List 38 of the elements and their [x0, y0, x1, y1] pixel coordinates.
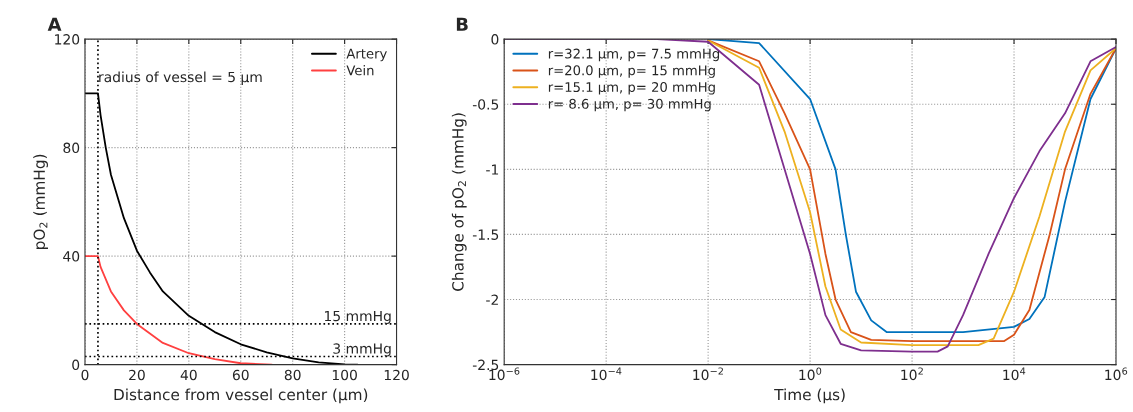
ref-line-label: radius of vessel = 5 μm	[99, 71, 262, 85]
x-tick-label: 10$^{2}$	[901, 367, 923, 381]
x-tick-label: 10$^{−4}$	[591, 367, 622, 381]
x-tick-label: 80	[284, 369, 301, 381]
chart-title: B	[456, 17, 468, 31]
y-tick-label: -1.5	[472, 229, 499, 240]
x-tick-label: 10$^{6}$	[1105, 367, 1128, 381]
legend-label: r=32.1 μm, p= 7.5 mmHg	[548, 48, 720, 62]
legend-label: Vein	[346, 65, 374, 76]
y-tick-label: -2.5	[472, 359, 499, 371]
x-tick-label: 10$^{0}$	[799, 367, 822, 381]
y-tick-label: 40	[63, 251, 80, 262]
x-tick-label: 40	[180, 369, 197, 381]
x-tick-label: 60	[232, 369, 249, 381]
x-tick-label: 0	[81, 369, 89, 381]
legend-label: r=15.1 μm, p= 20 mmHg	[548, 82, 715, 95]
y-tick-label: 80	[63, 142, 80, 154]
y-tick-label: -0.5	[472, 99, 499, 110]
x-tick-label: 120	[384, 369, 409, 381]
x-tick-label: 10$^{−2}$	[693, 367, 723, 381]
x-axis-title: Time (μs)	[774, 388, 845, 404]
chart-title: A	[47, 17, 62, 31]
y-tick-label: 0	[72, 359, 80, 371]
y-axis-title: Change of pO$_{2}$ (mmHg)	[451, 113, 467, 291]
x-tick-label: 20	[129, 369, 145, 381]
y-tick-label: -1	[486, 164, 499, 175]
legend-label: r= 8.6 μm, p= 30 mmHg	[548, 98, 711, 112]
y-tick-label: 120	[55, 34, 80, 45]
y-tick-label: 0	[491, 34, 499, 45]
legend-label: r=20.0 μm, p= 15 mmHg	[548, 65, 715, 78]
ref-line-label: 15 mmHg	[324, 310, 391, 324]
legend-label: Artery	[346, 48, 387, 62]
ref-line-label: 3 mmHg	[333, 343, 391, 357]
x-tick-label: 10$^{4}$	[1003, 367, 1026, 381]
x-tick-label: 100	[332, 369, 357, 381]
y-axis-title: pO$_{2}$ (mmHg)	[33, 154, 48, 249]
x-axis-title: Distance from vessel center (μm)	[114, 388, 368, 404]
y-tick-label: -2	[486, 294, 498, 305]
